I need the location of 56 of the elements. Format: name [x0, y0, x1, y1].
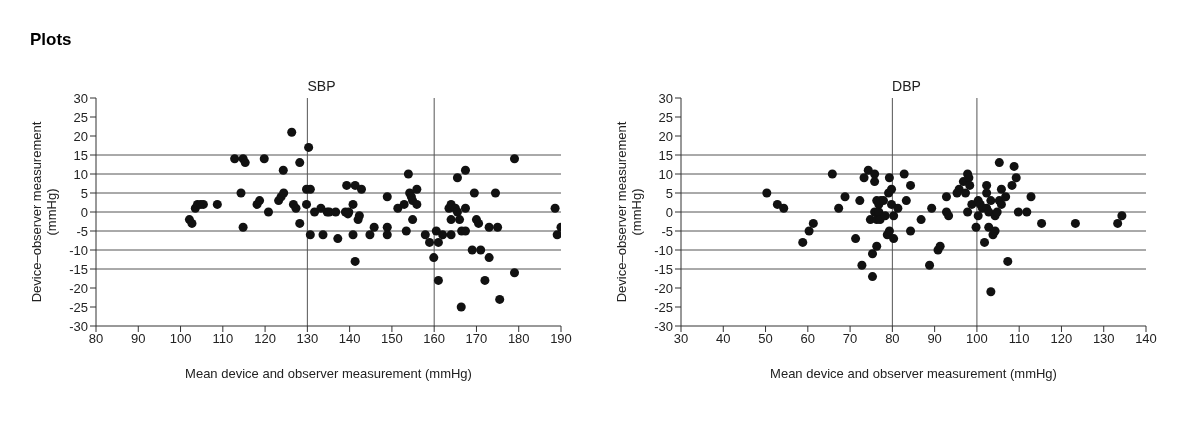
x-tick-label: 150 — [381, 331, 403, 347]
x-tick-label: 40 — [716, 331, 731, 347]
x-tick-label: 120 — [1050, 331, 1073, 347]
y-tick-label: 15 — [658, 147, 673, 163]
y-tick-label: -25 — [69, 299, 88, 315]
y-tick-label: 30 — [73, 90, 88, 106]
y-tick-label: 0 — [80, 204, 88, 220]
y-tick-label: -15 — [654, 261, 673, 277]
y-tick-label: -15 — [69, 261, 88, 277]
y-tick-label: -30 — [69, 318, 88, 334]
x-axis-title: Mean device and observer measurement (mmHg) — [770, 366, 1057, 381]
y-tick-label: -25 — [654, 299, 673, 315]
x-tick-label: 80 — [885, 331, 900, 347]
x-tick-label: 90 — [927, 331, 942, 347]
y-tick-label: 20 — [658, 128, 673, 144]
y-tick-label: 20 — [73, 128, 88, 144]
x-tick-label: 160 — [423, 331, 446, 347]
y-axis-title: Device–observer measurement (mmHg) — [29, 121, 59, 303]
x-tick-label: 80 — [88, 331, 104, 347]
y-tick-label: 15 — [73, 147, 88, 163]
y-tick-label: -5 — [76, 223, 88, 239]
x-tick-label: 70 — [842, 331, 858, 347]
x-tick-label: 180 — [507, 331, 530, 347]
x-axis-title: Mean device and observer measurement (mmHg) — [185, 366, 472, 381]
y-tick-label: -20 — [654, 280, 673, 296]
y-tick-label: 10 — [73, 166, 88, 182]
x-tick-label: 100 — [966, 331, 988, 347]
y-tick-label: 25 — [73, 109, 88, 125]
y-tick-label: -10 — [69, 242, 88, 258]
x-tick-label: 100 — [169, 331, 192, 347]
y-tick-label: 25 — [658, 109, 673, 125]
x-tick-label: 140 — [338, 331, 361, 347]
x-tick-label: 140 — [1135, 331, 1157, 347]
y-tick-label: 5 — [665, 185, 673, 201]
y-tick-label: 10 — [658, 166, 673, 182]
x-tick-label: 50 — [758, 331, 773, 347]
y-tick-label: -5 — [661, 223, 673, 239]
x-tick-label: 110 — [212, 331, 234, 347]
y-tick-label: 5 — [80, 185, 88, 201]
chart-title: SBP — [307, 78, 336, 94]
y-tick-label: -30 — [654, 318, 673, 334]
x-tick-label: 130 — [1092, 331, 1115, 347]
x-tick-label: 60 — [800, 331, 816, 347]
x-tick-label: 110 — [1008, 331, 1030, 347]
x-tick-label: 130 — [296, 331, 319, 347]
text: Plots — [30, 30, 72, 49]
chart-title: DBP — [892, 78, 921, 94]
x-tick-label: 190 — [550, 331, 572, 347]
y-tick-label: -20 — [69, 280, 88, 296]
x-tick-label: 90 — [131, 331, 146, 347]
y-tick-label: -10 — [654, 242, 673, 258]
y-axis-title: Device–observer measurement (mmHg) — [614, 121, 644, 303]
x-tick-label: 120 — [254, 331, 276, 347]
x-tick-label: 170 — [465, 331, 488, 347]
y-tick-label: 30 — [658, 90, 673, 106]
y-tick-label: 0 — [665, 204, 673, 220]
